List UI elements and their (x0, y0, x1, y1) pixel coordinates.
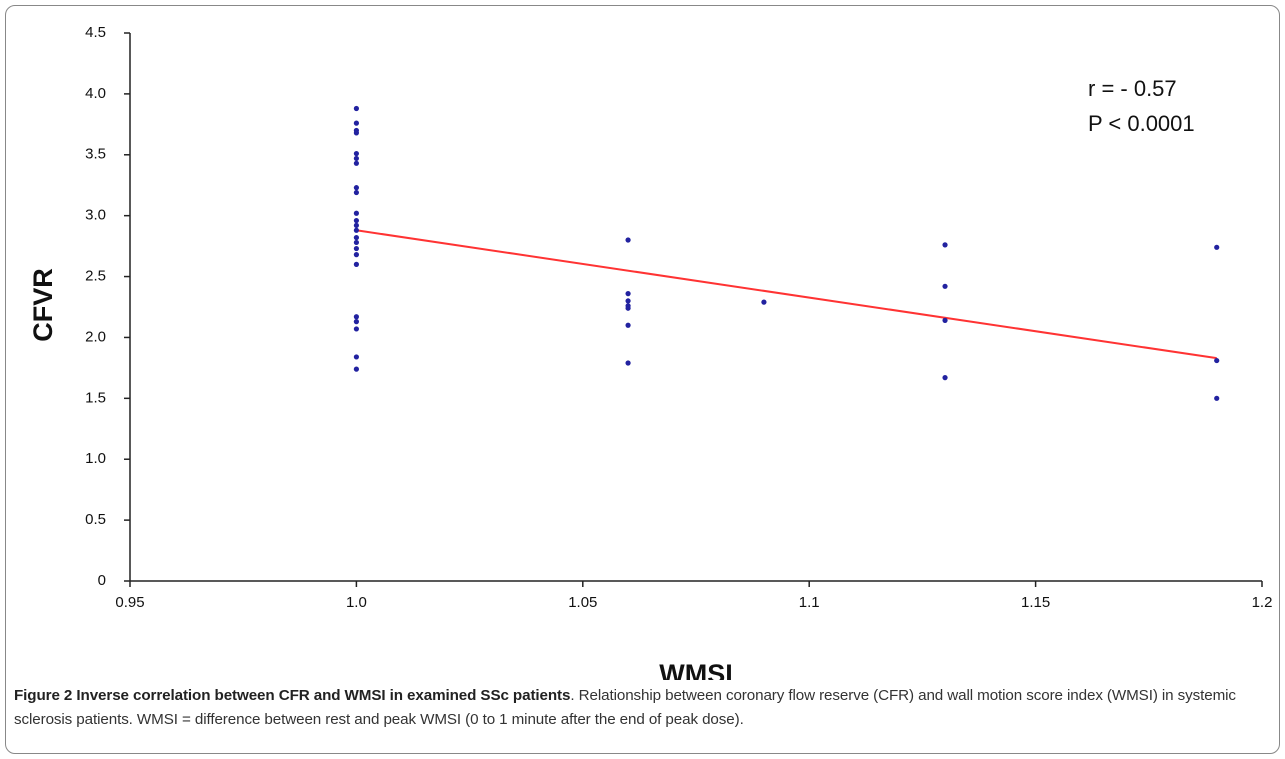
x-axis-label: WMSI (659, 659, 733, 680)
point (353, 314, 359, 320)
point (625, 237, 631, 243)
y-tick-label: 2.5 (85, 268, 106, 285)
y-tick-label: 3.0 (85, 207, 106, 224)
point (1214, 357, 1220, 364)
point (353, 185, 359, 191)
point (353, 326, 359, 332)
point (353, 261, 359, 267)
point (353, 366, 359, 372)
chart: CFVR WMSI r = - 0.57 P < 0.0001 0 0.5 1.0 1… (28, 24, 1273, 680)
point (625, 360, 631, 366)
y-tick-label: 3.5 (85, 146, 106, 163)
fit-line (356, 229, 1217, 360)
point (353, 319, 359, 325)
figure-frame (5, 5, 1280, 754)
point (761, 299, 767, 305)
point (353, 217, 359, 224)
y-tick-label: 4.0 (85, 85, 106, 102)
point (942, 283, 948, 289)
point (1214, 244, 1220, 250)
x-tick-label: 1.1 (799, 594, 820, 611)
point (353, 234, 359, 241)
x-tick-label: 1.15 (1021, 594, 1050, 611)
point (353, 210, 359, 216)
caption: Figure 2 Inverse correlation between CFR… (14, 684, 1276, 732)
point (353, 239, 359, 246)
point (353, 105, 359, 112)
point (353, 245, 359, 252)
x-tick-label: 1.2 (1252, 594, 1273, 611)
point (625, 291, 631, 297)
point (625, 322, 631, 328)
point (625, 305, 631, 311)
point (353, 227, 359, 233)
point (942, 375, 948, 381)
y-tick-label: 2.0 (85, 328, 106, 345)
point (353, 189, 359, 196)
y-tick-label: 0.5 (85, 511, 106, 528)
point (353, 354, 359, 360)
annotation: P < 0.0001 (1088, 111, 1195, 136)
point (353, 130, 359, 136)
y-tick-label: 1.5 (85, 389, 106, 406)
y-axis-label: CFVR (28, 268, 58, 342)
point (353, 155, 359, 162)
point (942, 317, 948, 323)
caption-text: . Relationship between coronary flow res… (14, 687, 1236, 728)
point (1214, 395, 1220, 401)
x-tick-label: 0.95 (115, 594, 144, 611)
point (353, 222, 359, 229)
point (625, 298, 631, 304)
y-tick-label: 1.0 (85, 450, 106, 467)
point (353, 252, 359, 258)
point (942, 242, 948, 248)
y-tick-label: 4.5 (85, 24, 106, 41)
x-tick-label: 1.0 (346, 594, 367, 611)
y-tick-label: 0 (98, 572, 106, 589)
x-tick-label: 1.05 (568, 594, 597, 611)
point (353, 160, 359, 166)
annotation: r = - 0.57 (1088, 76, 1177, 101)
point (353, 120, 359, 126)
point (353, 150, 359, 157)
caption-title: Figure 2 Inverse correlation between CFR… (14, 687, 571, 704)
